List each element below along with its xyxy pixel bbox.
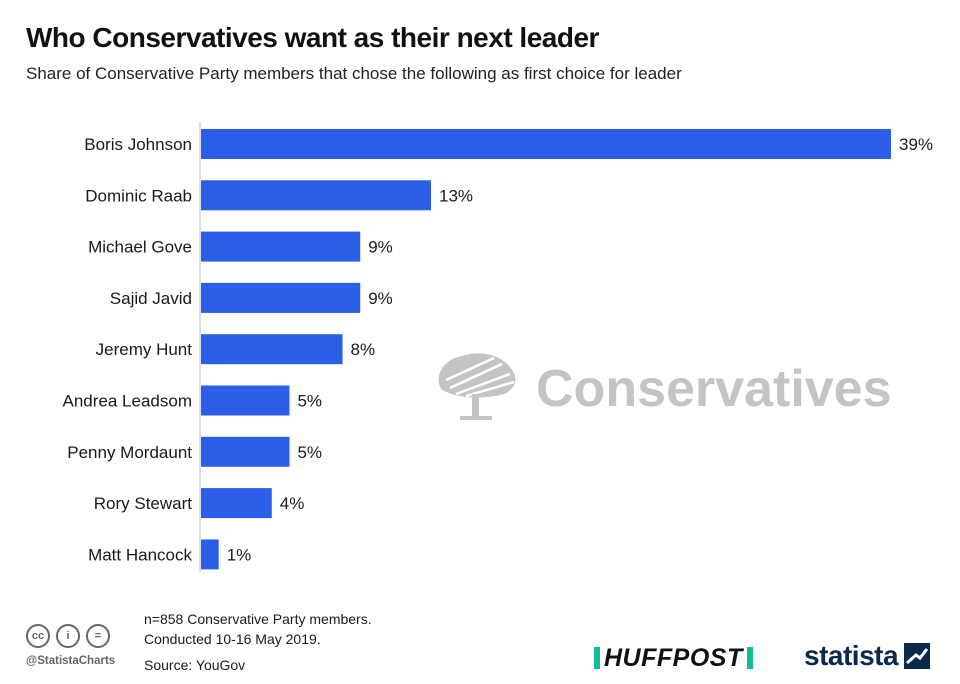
bar [201,129,891,159]
bar [201,334,343,365]
chart-title: Who Conservatives want as their next lea… [26,22,599,53]
bar [201,385,290,416]
value-label: 5% [297,443,322,462]
by-person-icon: i [56,624,80,648]
huffpost-accent-bar-end [746,647,753,669]
bar [201,488,272,519]
category-label: Matt Hancock [88,545,192,564]
value-label: 9% [368,238,393,257]
oak-tree-logo-icon [438,353,516,420]
category-label: Rory Stewart [94,494,193,513]
huffpost-accent-bar [594,647,600,669]
bar [201,282,361,313]
huffpost-logo: HUFFPOST [594,643,753,672]
bar [201,231,361,262]
value-label: 39% [899,135,933,154]
category-label: Jeremy Hunt [96,340,193,359]
sample-note: n=858 Conservative Party members. [144,611,372,627]
bar-chart: Conservatives Boris Johnson Dominic Raab M… [63,122,933,572]
category-label: Penny Mordaunt [67,443,192,462]
statista-logo: statista [804,640,931,672]
watermark-text: Conservatives [536,360,892,418]
statista-logo-text: statista [804,640,899,671]
footer-notes: n=858 Conservative Party members. Conduc… [144,609,372,675]
chart-subtitle: Share of Conservative Party members that… [26,64,682,83]
equals-nd-icon: = [86,624,110,648]
value-label: 13% [439,186,473,205]
value-label: 1% [227,545,252,564]
bar [201,539,219,570]
category-label: Dominic Raab [85,186,192,205]
value-label: 4% [280,494,305,513]
statista-mark-icon [904,643,931,669]
license-icons: cc i = [26,624,110,648]
category-label: Boris Johnson [84,135,192,154]
value-label: 5% [297,392,322,411]
category-label: Michael Gove [88,238,192,257]
bar [201,180,431,211]
category-label: Andrea Leadsom [63,392,192,411]
cc-icon: cc [26,624,50,648]
category-label: Sajid Javid [110,289,192,308]
huffpost-logo-text: HUFFPOST [604,643,743,672]
date-note: Conducted 10-16 May 2019. [144,631,321,647]
conservatives-watermark: Conservatives [438,353,892,420]
source-note: Source: YouGov [144,657,246,673]
value-label: 9% [368,289,393,308]
statista-handle: @StatistaCharts [26,655,116,667]
bar [201,436,290,467]
value-label: 8% [351,340,376,359]
